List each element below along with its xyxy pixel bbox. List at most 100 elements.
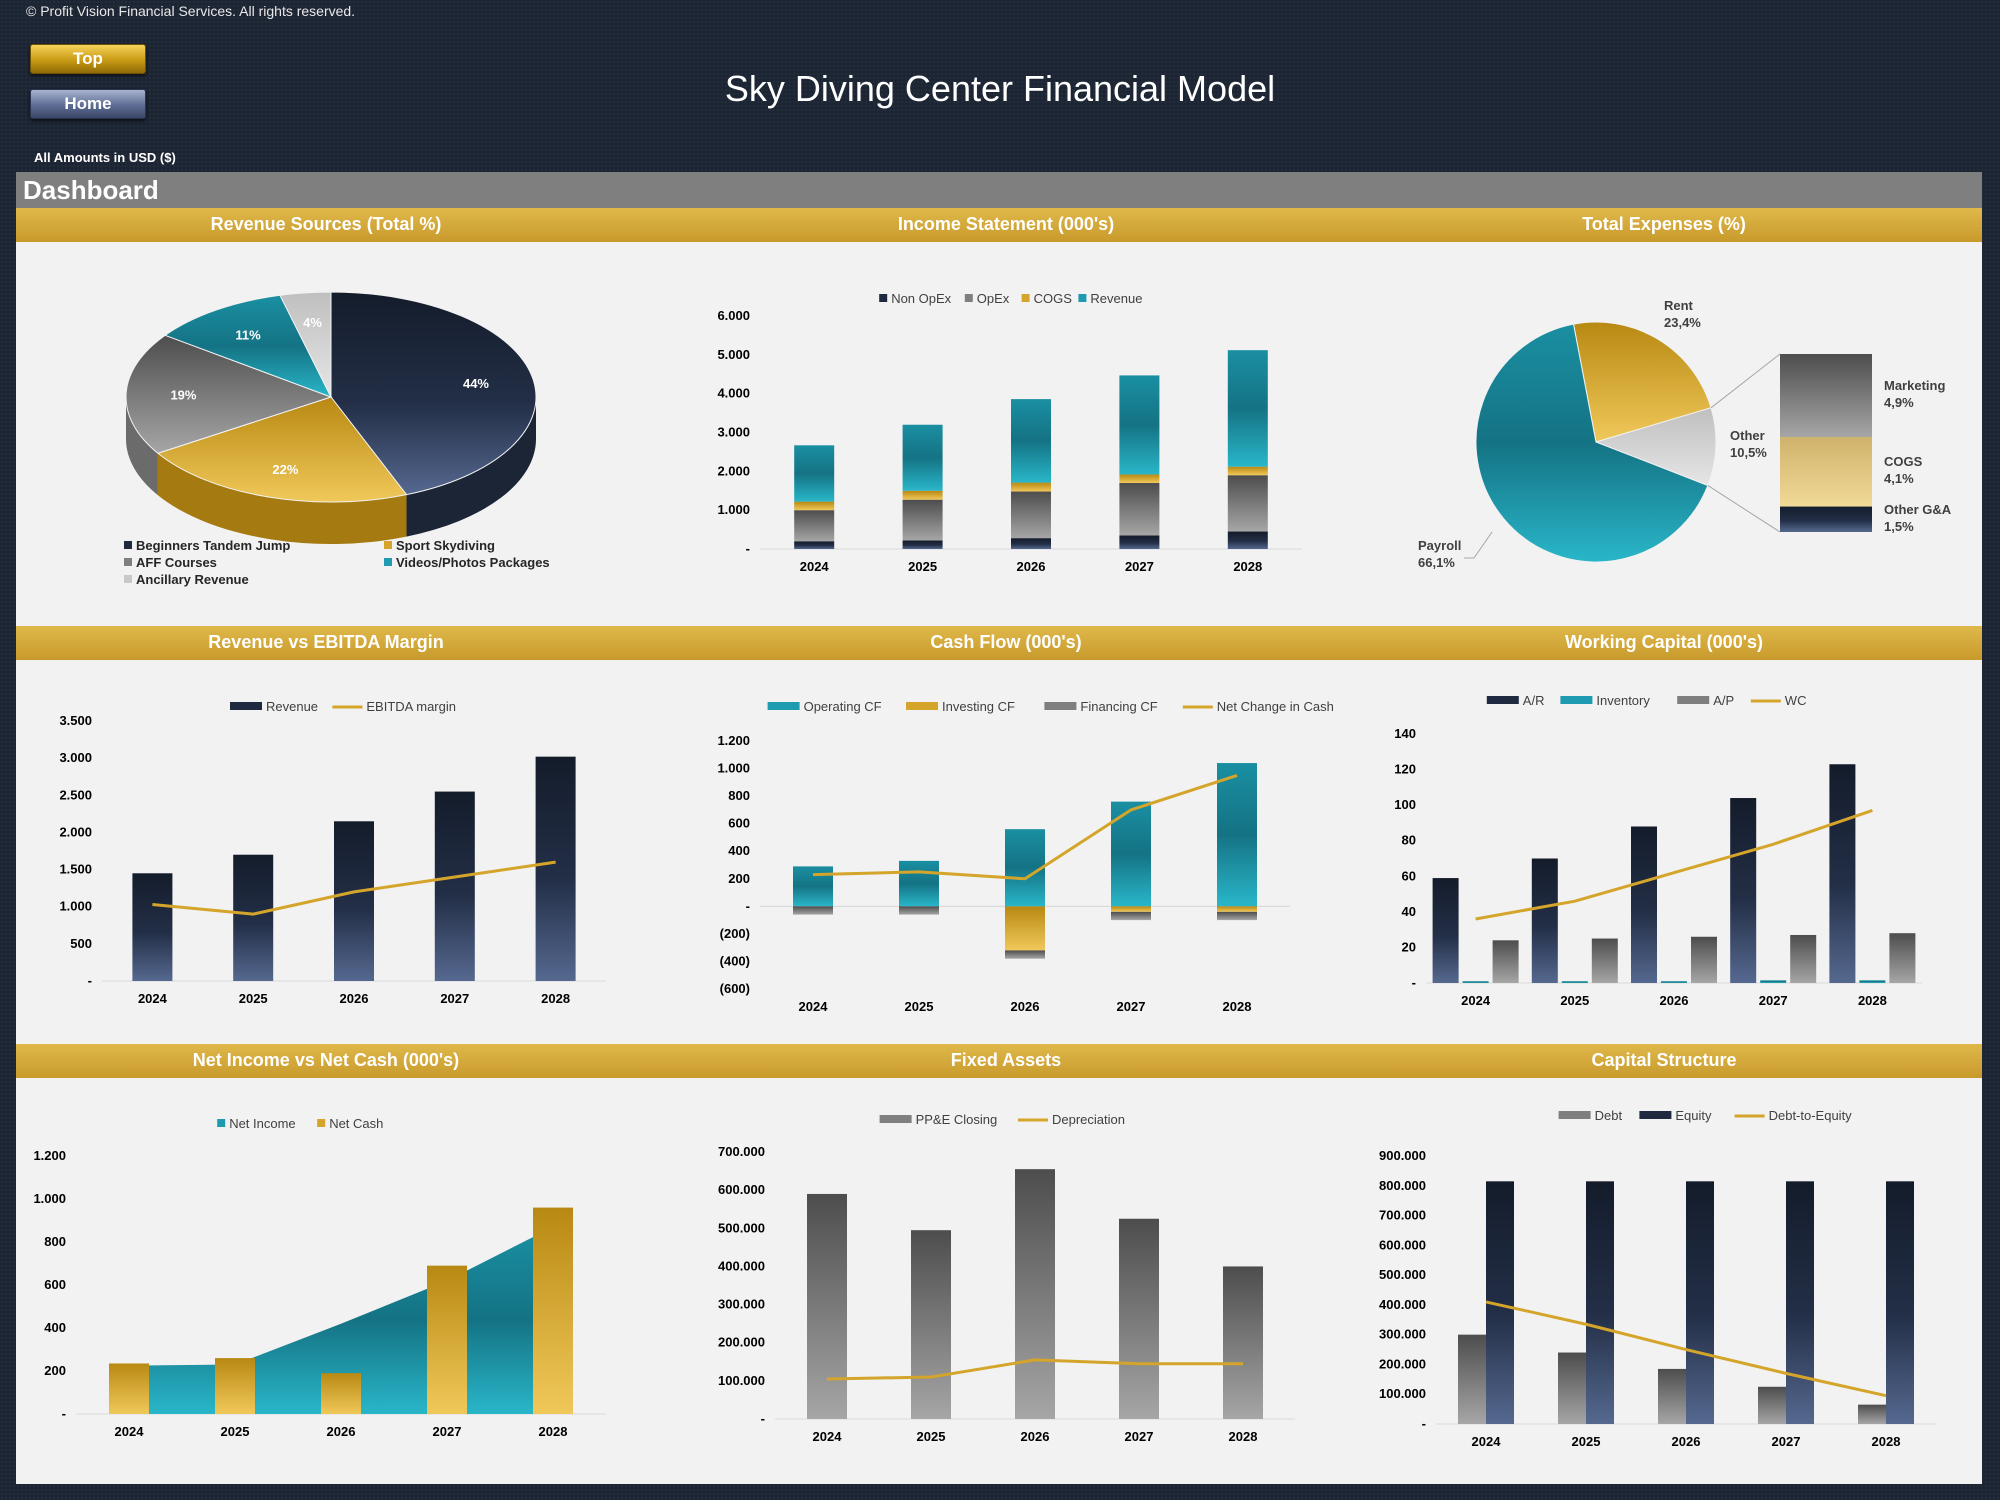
- legend-label: Operating CF: [804, 699, 882, 714]
- legend-swatch: [384, 558, 392, 566]
- bar-debt: [1458, 1334, 1486, 1424]
- legend-label: Ancillary Revenue: [136, 572, 249, 587]
- bar-opex: [794, 510, 835, 542]
- legend-swatch: [1044, 702, 1077, 710]
- legend-label: OpEx: [977, 291, 1010, 306]
- pie-data-label: 11%: [235, 327, 261, 342]
- y-tick-label: 500.000: [1379, 1267, 1426, 1282]
- top-button[interactable]: Top: [30, 44, 146, 74]
- pie-value-label: 4,9%: [1884, 395, 1914, 410]
- bar-financing-cf: [1217, 911, 1257, 921]
- y-tick-label: 2.000: [717, 463, 750, 478]
- legend-label: PP&E Closing: [916, 1112, 998, 1127]
- y-tick-label: 600.000: [1379, 1237, 1426, 1252]
- bar-investing-cf: [1111, 906, 1151, 912]
- y-tick-label: 200: [728, 871, 750, 886]
- legend-label: A/R: [1523, 693, 1545, 708]
- y-tick-label: -: [746, 898, 750, 913]
- y-tick-label: (600): [720, 981, 750, 996]
- legend-swatch: [1078, 294, 1087, 302]
- x-tick-label: 2027: [1772, 1434, 1801, 1449]
- bar-of-pie-cogs: [1780, 437, 1872, 507]
- bar-inventory: [1859, 980, 1886, 983]
- bar-equity: [1686, 1181, 1714, 1424]
- bar-revenue: [902, 424, 943, 491]
- x-tick-label: 2025: [905, 999, 934, 1014]
- x-tick-label: 2025: [239, 991, 268, 1006]
- pie-slice-1: [156, 396, 408, 503]
- legend-swatch: [1486, 696, 1519, 704]
- x-tick-label: 2028: [1223, 999, 1252, 1014]
- x-tick-label: 2027: [1117, 999, 1146, 1014]
- x-tick-label: 2026: [1017, 559, 1046, 574]
- bar-operating-cf: [1005, 829, 1045, 907]
- home-button[interactable]: Home: [30, 89, 146, 119]
- bar-operating-cf: [899, 860, 939, 907]
- bar-net-cash: [427, 1265, 467, 1414]
- legend-swatch: [767, 702, 800, 710]
- bar-cogs: [902, 490, 943, 500]
- y-tick-label: 1.000: [59, 899, 92, 914]
- bar-of-pie-other-g-a: [1780, 506, 1872, 532]
- y-tick-label: 200.000: [1379, 1356, 1426, 1371]
- legend-swatch: [906, 702, 938, 710]
- legend-label: Sport Skydiving: [396, 538, 495, 553]
- x-tick-label: 2024: [115, 1424, 145, 1439]
- pie-category-label: Rent: [1664, 298, 1694, 313]
- net-income-cash-chart: - 200 400 600 800 1.000 1.200 2024 2025 2026 2027 2…: [33, 1116, 606, 1439]
- legend-label: Investing CF: [942, 699, 1015, 714]
- pie-slice-2: [125, 334, 333, 454]
- x-tick-label: 2024: [799, 999, 829, 1014]
- x-tick-label: 2024: [813, 1429, 843, 1444]
- pie-value-label: 1,5%: [1884, 519, 1914, 534]
- pie-slice-3: [164, 294, 333, 398]
- y-tick-label: 5.000: [717, 347, 750, 362]
- income-statement-title: Income Statement (000's): [897, 214, 1115, 234]
- bar-revenue: [1227, 350, 1268, 467]
- bar-a-p: [1889, 933, 1916, 983]
- legend-swatch: [124, 558, 132, 566]
- y-tick-label: -: [1412, 975, 1416, 990]
- pie-value-label: 10,5%: [1730, 445, 1767, 460]
- legend-swatch: [1021, 294, 1030, 302]
- legend-label: Debt-to-Equity: [1769, 1108, 1853, 1123]
- x-tick-label: 2024: [800, 559, 830, 574]
- legend-swatch: [384, 541, 392, 549]
- y-tick-label: 100.000: [718, 1373, 765, 1388]
- bar-debt: [1858, 1404, 1886, 1424]
- line-ebitda-margin: [152, 860, 556, 916]
- y-tick-label: 60: [1402, 868, 1416, 883]
- x-tick-label: 2026: [327, 1424, 356, 1439]
- pie-data-label: 44%: [463, 376, 489, 391]
- revenue-sources-title: Revenue Sources (Total %): [210, 214, 442, 234]
- pie-side-2: [126, 397, 158, 496]
- legend-label: Revenue: [266, 699, 318, 714]
- legend-label: EBITDA margin: [366, 699, 456, 714]
- bar-non-opex: [1119, 535, 1160, 549]
- pie-side-0: [406, 397, 536, 537]
- x-tick-label: 2027: [440, 991, 469, 1006]
- y-tick-label: 200.000: [718, 1335, 765, 1350]
- bar-inventory: [1760, 980, 1787, 983]
- y-tick-label: (200): [720, 926, 750, 941]
- bar-a-p: [1591, 938, 1618, 983]
- bar-cogs: [1011, 482, 1051, 492]
- line-wc: [1475, 809, 1873, 921]
- dashboard-label: Dashboard: [23, 175, 159, 205]
- legend-label: Net Cash: [329, 1116, 383, 1131]
- line-net-change-in-cash: [812, 774, 1238, 881]
- pie-category-label: COGS: [1884, 454, 1923, 469]
- bar-ppe-closing: [1015, 1169, 1055, 1419]
- bar-financing-cf: [1111, 911, 1151, 921]
- pie-slice-rent: [1572, 321, 1712, 443]
- x-tick-label: 2028: [1229, 1429, 1258, 1444]
- line-debt-to-equity: [1485, 1300, 1887, 1398]
- y-tick-label: 700.000: [718, 1144, 765, 1159]
- bar-inventory: [1561, 981, 1588, 983]
- bar-revenue: [1011, 399, 1051, 483]
- pie-category-label: Other G&A: [1884, 502, 1952, 517]
- bar-ppe-closing: [1119, 1218, 1159, 1419]
- revenue-ebitda-chart: - 500 1.000 1.500 2.000 2.500 3.000 3.500 2024 20…: [59, 699, 606, 1006]
- x-tick-label: 2024: [138, 991, 168, 1006]
- y-tick-label: -: [1422, 1416, 1426, 1431]
